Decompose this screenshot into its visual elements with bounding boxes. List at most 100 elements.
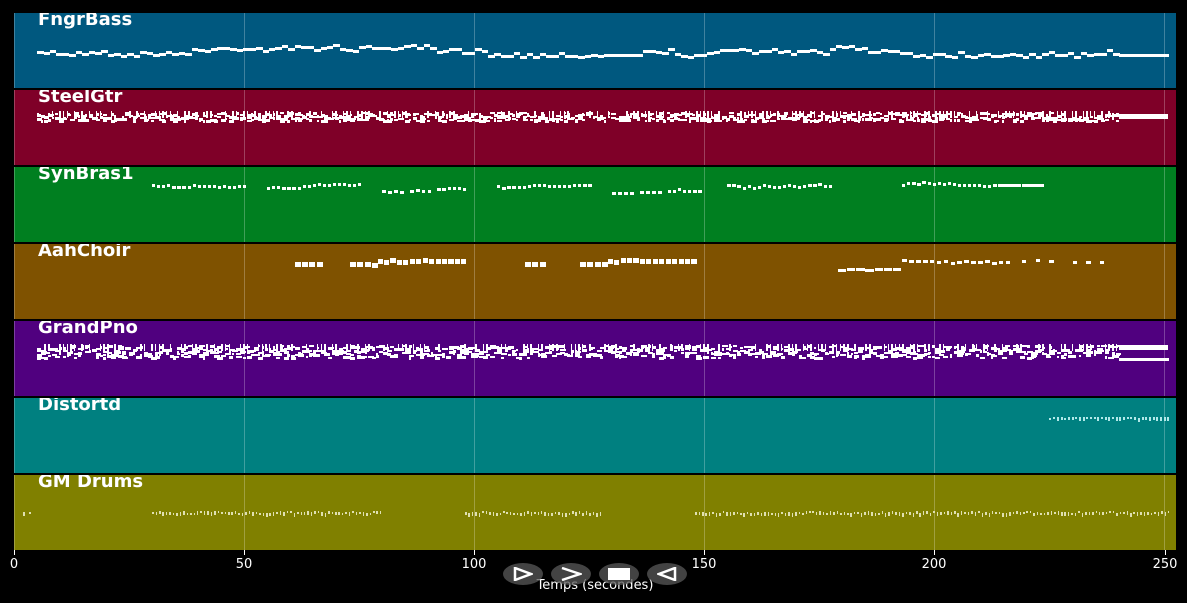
note [405,347,411,351]
note [294,354,299,357]
note [1009,53,1017,57]
note [727,184,731,188]
note [1027,351,1034,354]
note [637,347,641,350]
note [747,353,752,357]
note [37,357,41,360]
note [335,343,337,351]
note [37,113,42,117]
note [228,343,230,351]
note [916,112,922,115]
note [348,184,352,188]
note [379,118,385,121]
note [626,111,628,119]
note [364,356,367,359]
note [324,120,329,124]
note [55,349,61,352]
note [51,353,57,356]
note [681,55,688,59]
note [199,118,204,122]
note [114,53,121,57]
note [927,181,931,185]
note [482,355,489,359]
note [928,343,930,351]
note [497,115,502,119]
note [1150,512,1153,515]
note [810,112,815,114]
stop-button[interactable] [599,563,639,585]
note [457,187,462,191]
note [964,512,966,515]
note [762,184,766,188]
note [488,54,495,58]
note [427,349,430,353]
note [721,116,727,120]
note [762,353,768,356]
note [291,345,296,348]
note [947,511,949,516]
note [401,117,404,120]
note [1020,119,1025,123]
note [544,512,546,517]
note [51,111,54,119]
note [239,119,243,122]
note [700,53,708,57]
note [596,117,602,121]
note [376,511,378,515]
note [861,46,869,50]
rewind-button[interactable] [647,563,687,585]
note [791,118,797,121]
note [591,53,598,57]
note [368,343,370,351]
note [922,511,925,516]
note [874,512,877,516]
note [1067,512,1070,517]
note [313,349,318,352]
note [578,55,585,59]
note [887,350,893,352]
note [813,183,817,187]
note [243,111,245,119]
note [1112,417,1114,419]
note [670,344,674,348]
note [1108,343,1110,351]
note [740,349,746,352]
note [419,114,423,117]
note [422,258,428,264]
note [235,353,241,356]
note [223,46,231,50]
note [532,184,536,188]
note [747,345,753,348]
note [563,119,568,123]
note [1130,417,1133,420]
note [114,117,119,121]
note [165,111,168,119]
note [1119,417,1122,422]
play-from-start-button[interactable] [503,563,543,585]
note [567,111,569,119]
note [673,349,677,352]
note [212,184,217,188]
note [629,54,637,58]
note [272,349,278,351]
note [1049,260,1054,264]
note [559,111,562,119]
note [235,356,242,359]
note [500,111,503,119]
note [217,113,222,116]
note [747,111,750,119]
note [788,512,790,516]
note [659,348,665,352]
note [1086,343,1088,351]
note [235,117,240,121]
note [570,117,576,120]
note [998,511,1001,514]
note [364,350,368,354]
note [746,511,749,514]
play-button[interactable] [551,563,591,585]
note [793,184,797,188]
note [1088,512,1091,515]
note [1071,355,1076,359]
note [802,343,805,351]
note [699,116,704,120]
